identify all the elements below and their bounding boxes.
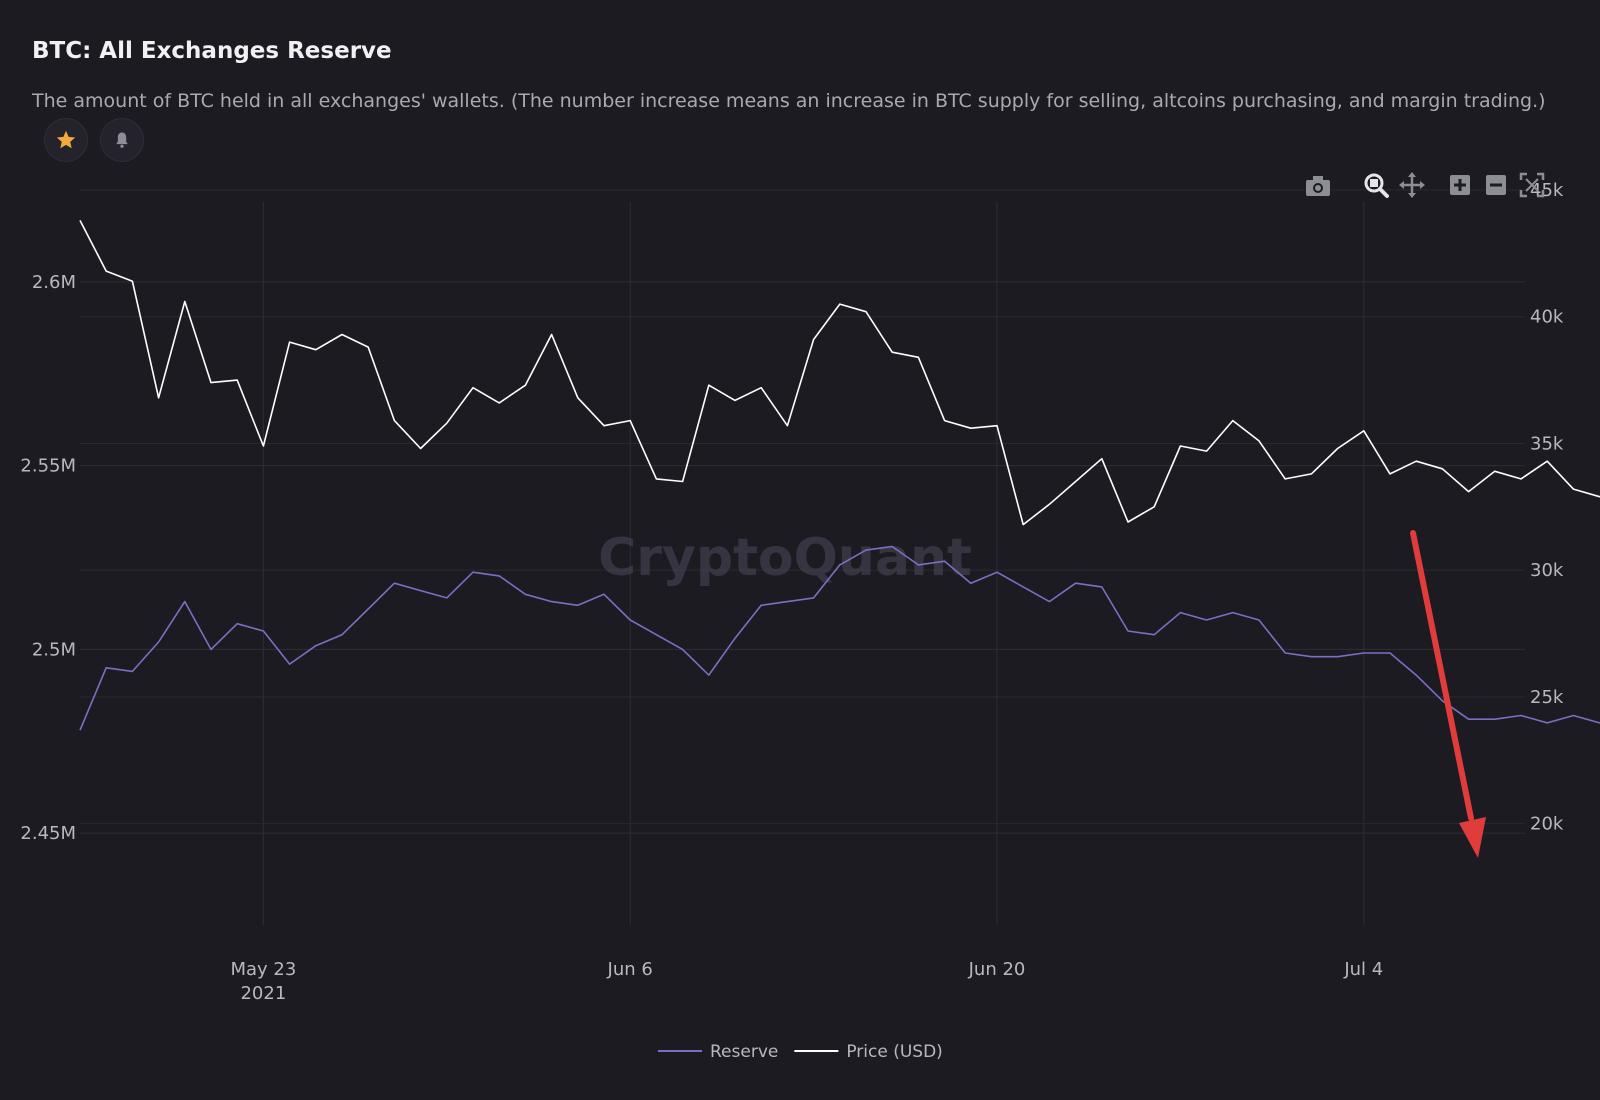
y-right-tick-label: 30k [1530,560,1564,581]
pan-icon[interactable] [1399,172,1425,198]
y-right-tick-label: 40k [1530,307,1564,328]
x-tick-label: Jul 4 [1343,959,1383,980]
legend-label: Price (USD) [846,1042,942,1062]
x-tick-sublabel: 2021 [240,983,286,1004]
camera-icon[interactable] [1306,176,1330,196]
x-tick-label: Jun 20 [968,959,1026,980]
grid-lines [80,189,1525,925]
x-tick-label: May 23 [230,959,296,980]
bell-icon [116,132,128,148]
price-line [79,220,1600,526]
y-right-tick-label: 25k [1530,687,1564,708]
legend-label: Reserve [710,1042,778,1062]
chart-title: BTC: All Exchanges Reserve [32,38,392,64]
alert-button[interactable] [100,118,144,162]
y-left-tick-label: 2.45M [20,823,76,844]
reserve-line [79,545,1600,731]
autoscale-icon[interactable] [1519,172,1545,198]
zoom-out-icon[interactable] [1486,175,1506,195]
chart-toolbar [1306,172,1545,198]
series-layer [79,220,1600,731]
y-right-tick-label: 35k [1530,433,1564,454]
y-left-tick-label: 2.5M [32,639,76,660]
favorite-button[interactable] [44,118,88,162]
watermark: CryptoQuant [598,528,972,588]
zoom-in-icon[interactable] [1450,175,1470,195]
y-left-tick-label: 2.6M [32,272,76,293]
y-right-tick-label: 20k [1530,814,1564,835]
zoom-icon[interactable] [1364,173,1389,198]
y-left-tick-label: 2.55M [20,456,76,477]
chart-description: The amount of BTC held in all exchanges'… [32,90,1546,112]
star-icon [56,130,76,149]
legend: Reserve Price (USD) [658,1042,943,1062]
x-tick-label: Jun 6 [607,959,653,980]
annotation-arrow [1410,530,1486,858]
